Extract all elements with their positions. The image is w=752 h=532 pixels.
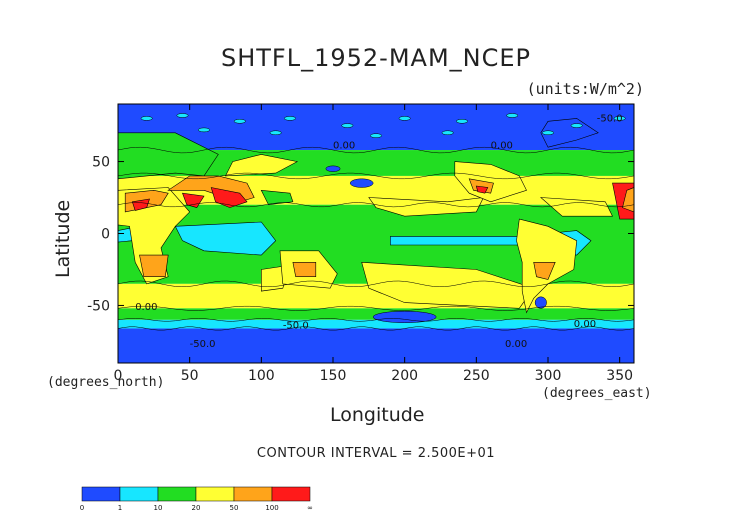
y-tick-label-2: -50 — [87, 298, 110, 314]
x-tick-label-7: 350 — [606, 368, 633, 384]
region-central-asia — [224, 154, 299, 177]
band-southern-ocean — [118, 308, 634, 320]
units-label: (units:W/m^2) — [526, 80, 644, 98]
region-china — [260, 189, 294, 206]
arctic-ice-6 — [456, 119, 468, 124]
arctic-ice-9 — [613, 116, 626, 121]
arctic-ice-8 — [570, 123, 583, 128]
region-india-red — [210, 187, 248, 208]
region-south-pacific-yellow — [361, 261, 535, 309]
contour-label-2: -50.0 — [283, 320, 309, 331]
x-tick-label-6: 300 — [535, 368, 562, 384]
x-tick-label-4: 200 — [391, 368, 418, 384]
region-south-africa-orange — [139, 254, 169, 278]
region-sahara-red — [131, 198, 150, 211]
continent-europe — [118, 132, 219, 180]
region-andes-orange — [533, 261, 556, 280]
region-east-pacific-cyan — [389, 236, 520, 246]
contour-line-south-2 — [118, 305, 634, 311]
arctic-ice-10 — [198, 127, 210, 133]
contour-line-south-3 — [118, 318, 634, 322]
x-tick-label-5: 250 — [463, 368, 490, 384]
arctic-ice-5 — [398, 116, 411, 121]
contour-line-north-1 — [118, 146, 634, 154]
colorbar-label-5: 100 — [265, 504, 278, 512]
region-south-pacific-blue — [372, 310, 437, 323]
contour-label-4: 0.00 — [574, 319, 596, 330]
colorbar-swatch-2 — [157, 486, 197, 502]
colorbar-label-6: ∞ — [307, 504, 313, 512]
contour-label-3: 0.00 — [505, 339, 527, 350]
arctic-ice-12 — [370, 133, 382, 138]
region-north-atlantic-yellow — [539, 197, 613, 217]
y-tick-label-0: 50 — [92, 155, 110, 171]
y-axis-label: Latitude — [52, 199, 74, 278]
y-axis-unit: (degrees_north) — [47, 375, 165, 390]
x-tick-label-3: 150 — [320, 368, 347, 384]
arctic-ice-2 — [233, 119, 246, 124]
band-sea-ice-edge — [118, 319, 634, 329]
colorbar-swatch-0 — [81, 486, 121, 502]
y-tick-label-1: 0 — [101, 227, 110, 243]
contour-label-7: 0.00 — [491, 141, 513, 152]
region-north-pacific-blue — [349, 178, 374, 188]
colorbar-label-3: 20 — [192, 504, 201, 512]
colorbar-label-4: 50 — [230, 504, 239, 512]
arctic-ice-14 — [542, 130, 554, 136]
region-west-africa-orange — [622, 187, 634, 213]
region-arabia-red — [182, 192, 205, 208]
colorbar-label-2: 10 — [154, 504, 163, 512]
x-axis-unit: (degrees_east) — [542, 386, 652, 401]
x-tick-label-0: 0 — [114, 368, 123, 384]
colorbar-label-1: 1 — [118, 504, 122, 512]
x-tick-label-2: 100 — [248, 368, 275, 384]
region-indian-ocean-cyan — [174, 221, 277, 256]
contour-label-1: 0.00 — [135, 302, 157, 313]
colorbar-swatch-1 — [119, 486, 159, 502]
region-falklands-blue — [534, 296, 547, 309]
region-north-pacific-yellow — [368, 197, 485, 217]
colorbar-swatch-4 — [233, 486, 273, 502]
continent-africa — [118, 187, 191, 285]
region-australia-orange — [292, 261, 317, 278]
continent-greenland — [540, 118, 599, 148]
contour-line-antarctic — [118, 326, 634, 331]
contour-line-tropic-1 — [118, 202, 634, 208]
contour-label-0: -50.0 — [190, 339, 216, 350]
colorbar-swatch-3 — [195, 486, 235, 502]
chart-title: SHTFL_1952-MAM_NCEP — [220, 44, 532, 72]
region-mexico-red — [475, 185, 489, 194]
x-axis-label: Longitude — [330, 404, 425, 426]
arctic-ice-3 — [284, 116, 296, 121]
contour-line-north-2 — [118, 172, 634, 180]
x-tick-label-1: 50 — [181, 368, 199, 384]
contour-interval: CONTOUR INTERVAL = 2.500E+01 — [256, 446, 496, 461]
colorbar-label-0: 0 — [80, 504, 84, 512]
contour-label-6: 0.00 — [333, 141, 355, 152]
region-kuroshio-blue — [325, 165, 341, 172]
continent-north-america — [454, 161, 527, 203]
arctic-ice-1 — [176, 113, 189, 118]
contour-line-south-1 — [118, 280, 634, 287]
arctic-ice-0 — [140, 116, 153, 121]
arctic-ice-7 — [506, 113, 519, 118]
arctic-ice-13 — [441, 130, 454, 136]
arctic-ice-4 — [341, 123, 354, 128]
colorbar-swatch-5 — [271, 486, 311, 502]
arctic-ice-11 — [269, 130, 282, 136]
contour-label-5: -50.0 — [597, 113, 623, 124]
region-us-southwest-orange — [468, 178, 494, 194]
